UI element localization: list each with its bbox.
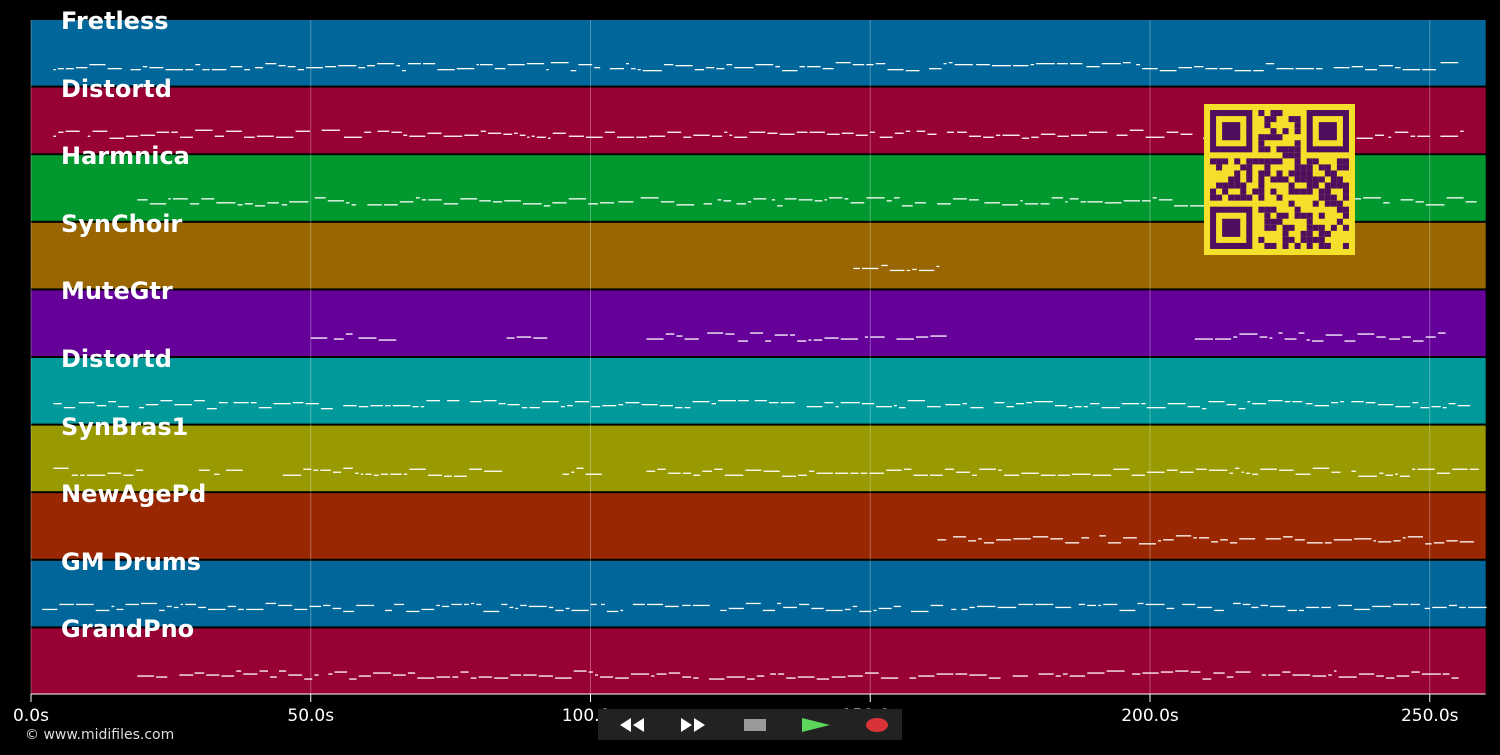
track-name: SynBras1 bbox=[61, 412, 189, 441]
stop-icon bbox=[744, 718, 766, 731]
tick-label: 0.0s bbox=[13, 706, 49, 726]
rewind-icon bbox=[620, 717, 644, 732]
transport-controls bbox=[598, 709, 902, 740]
track-name: GrandPno bbox=[61, 615, 195, 644]
track-name: Harmnica bbox=[61, 142, 190, 171]
track-name: SynChoir bbox=[61, 209, 183, 238]
track-name: Distortd bbox=[61, 345, 172, 373]
track-name: NewAgePd bbox=[61, 480, 207, 509]
track-lane bbox=[31, 358, 1486, 424]
track-lane bbox=[31, 290, 1486, 356]
play-button[interactable] bbox=[791, 712, 841, 737]
tick-label: 200.0s bbox=[1121, 706, 1179, 726]
track-lane bbox=[31, 560, 1486, 627]
track-lane bbox=[31, 20, 1486, 86]
track-name: Distortd bbox=[61, 74, 172, 103]
record-icon bbox=[866, 717, 888, 732]
play-icon bbox=[802, 717, 830, 732]
track-name: MuteGtr bbox=[61, 277, 173, 306]
track-lane bbox=[31, 493, 1486, 559]
track-lane bbox=[31, 628, 1486, 694]
record-button[interactable] bbox=[852, 712, 902, 737]
tick-label: 50.0s bbox=[287, 706, 335, 726]
stop-button[interactable] bbox=[730, 712, 780, 737]
track-name: GM Drums bbox=[61, 547, 202, 576]
rewind-button[interactable] bbox=[607, 712, 657, 737]
tick-label: 250.0s bbox=[1400, 706, 1459, 726]
fast-forward-icon bbox=[681, 717, 705, 732]
track-name: Fretless bbox=[61, 7, 169, 35]
track-lane bbox=[31, 425, 1486, 492]
copyright-text: © www.midifiles.com bbox=[25, 727, 175, 743]
qr-code-icon bbox=[1204, 104, 1355, 255]
fast-forward-button[interactable] bbox=[668, 712, 718, 737]
